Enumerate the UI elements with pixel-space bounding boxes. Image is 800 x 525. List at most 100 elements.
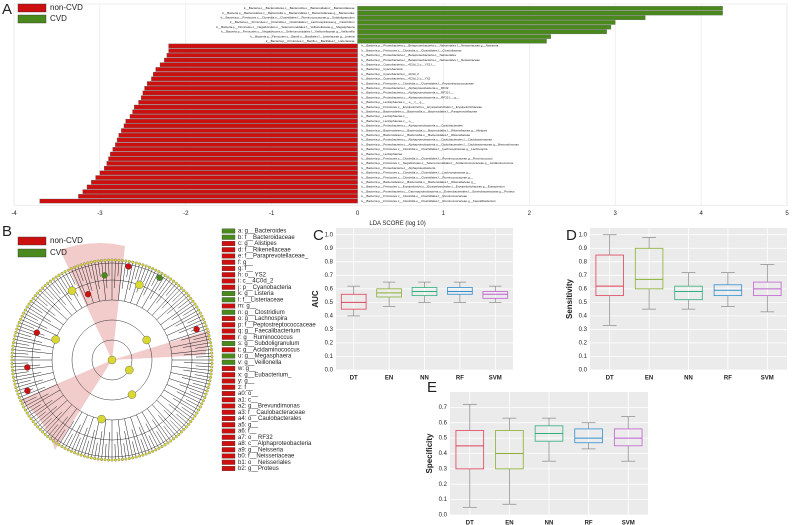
node [180,430,183,434]
branch [14,372,54,382]
node-key-label: j: p__Cyanobacteria [237,285,292,291]
branch [64,271,79,297]
branch [118,419,123,460]
branch [136,414,153,452]
node [96,457,100,461]
branch [28,400,53,417]
category-label: k__Bacteria.p__Cyanobacteria.c__4C0d_2 [362,72,420,76]
node [174,435,178,439]
node [189,420,193,424]
node [169,439,173,443]
branch [15,332,32,338]
node [114,258,117,262]
branch [64,434,73,449]
box [482,291,509,299]
branch [117,260,120,277]
node [11,372,15,376]
branch [163,389,199,411]
node-key-label: v: g__Veillonella [238,360,282,366]
node-key-label: a5: g__ [238,422,259,428]
node-key-swatch [221,441,236,446]
node [117,458,121,462]
node [82,262,86,266]
node-key-label: a2: g__Brevundimonas [238,404,300,410]
bar [106,161,358,166]
node [103,458,107,462]
node [60,445,64,449]
node [48,437,52,441]
y-tick-label: 0.8 [579,259,588,265]
node [12,379,16,383]
node [41,286,44,290]
branch [178,298,191,309]
x-tick-label: RF [724,376,732,382]
node [43,432,47,436]
branch [151,404,180,435]
category-label: k__Bacteria.p__Lentisphaerae [362,152,403,156]
node [208,379,212,383]
branch [80,416,94,456]
branch [90,418,100,458]
node [14,386,18,390]
category-label: k__Bacteria.p__Firmicutes.c__Negativicut… [362,161,514,165]
legend-swatch [17,3,47,13]
bar [91,180,358,185]
node [163,443,167,447]
branch [84,440,90,457]
branch [55,276,72,301]
node [93,457,97,460]
y-tick-label: 0.7 [325,273,334,279]
node [157,270,161,274]
node [210,365,214,369]
node [38,428,42,431]
branch [195,365,212,368]
branch [87,262,92,279]
node-key-swatch [221,284,236,290]
bar [142,90,358,96]
category-label: k__Bacteria.p__Proteobacteria.c__Betapro… [362,44,499,48]
branch [130,416,144,456]
branch [172,290,185,302]
branch [124,262,134,302]
branch [39,290,61,311]
branch [35,295,48,307]
node [210,358,214,362]
bar [357,29,607,35]
node [60,271,64,275]
panel-letter: B [2,223,12,240]
node-key-label: u: g__Megasphaera [238,354,292,360]
node [197,308,201,312]
node-key-label: a9: g__Neisseria [238,447,284,453]
node [57,443,61,447]
branch [145,423,160,449]
x-tick-label: RF [585,521,593,525]
branch [77,265,84,282]
node [151,449,155,453]
category-label: k__Bacteria.p__Cyanobacteria [362,67,403,71]
node [131,260,135,264]
node [23,308,27,312]
node-key-swatch [221,428,236,434]
node-key-label: b1: o__Neisseriales [238,460,291,466]
node-key-label: a7: o__RF32 [238,435,273,441]
node [131,456,135,460]
bar [159,62,358,67]
node-key-swatch [221,322,236,328]
category-label: k__Bacteria.p__Firmicutes.c__Clostridia.… [221,16,355,20]
branch [194,374,211,378]
node [203,396,207,399]
node [79,263,83,267]
branch [124,418,134,458]
node-key-label: m: g__ [238,304,257,310]
node [31,420,35,424]
node [207,382,211,386]
node [67,286,77,295]
y-tick-label: 0.9 [325,246,334,252]
node [51,277,55,281]
node [11,369,14,372]
node [138,454,142,458]
category-label: k__Bacteria.p__Proteobacteria.c__Alphapr… [362,95,460,99]
branch [71,268,88,306]
node-key-label: z: f__ [238,385,253,391]
branch [134,263,140,280]
